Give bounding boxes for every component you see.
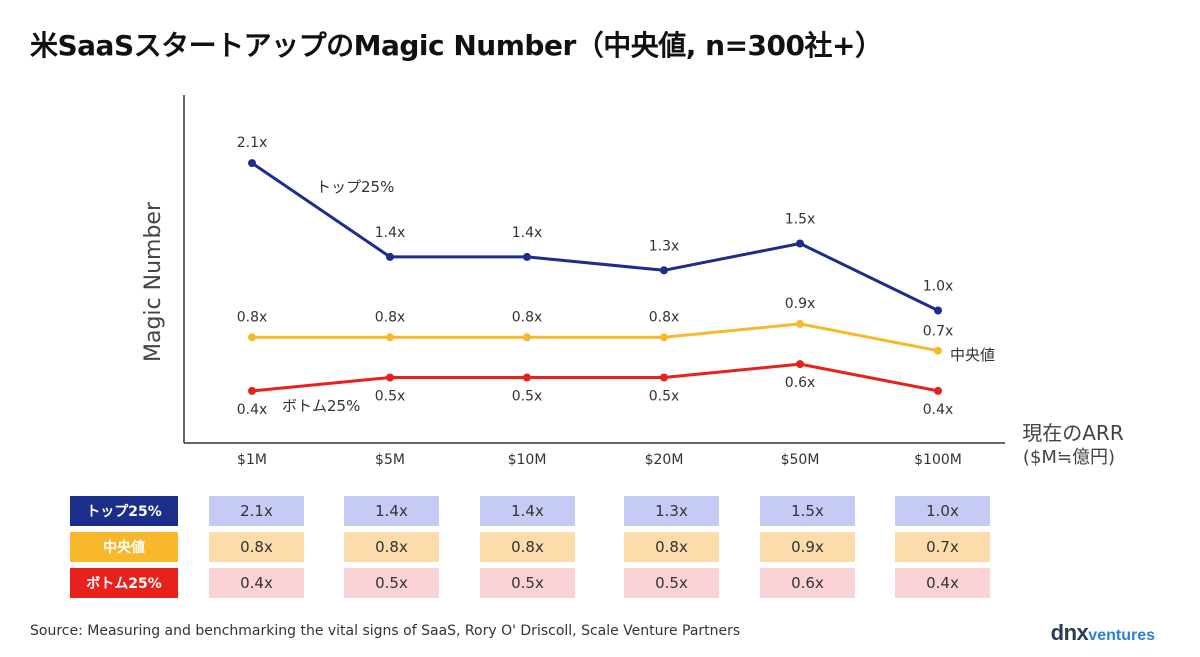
data-point: [934, 386, 942, 395]
table-cell: 0.4x: [895, 568, 990, 598]
data-point: [796, 360, 804, 369]
data-point: [934, 306, 942, 315]
data-label: 0.8x: [649, 309, 680, 325]
logo-sub: ventures: [1088, 627, 1155, 644]
table-cell: 0.4x: [209, 568, 304, 598]
logo-main: dnx: [1050, 620, 1089, 645]
table-cell: 0.8x: [480, 532, 575, 562]
table-cell: 1.4x: [480, 496, 575, 526]
data-point: [796, 319, 804, 328]
logo: dnxventures: [1051, 620, 1155, 646]
table-cell: 0.6x: [760, 568, 855, 598]
x-tick-label: $5M: [375, 452, 405, 468]
y-axis-label: Magic Number: [141, 201, 166, 362]
table-row-label: 中央値: [70, 532, 178, 562]
x-tick-label: $100M: [914, 452, 962, 468]
data-point: [248, 159, 256, 168]
table-cell: 2.1x: [209, 496, 304, 526]
data-label: 0.5x: [512, 389, 543, 405]
data-label: 0.4x: [237, 402, 268, 418]
data-point: [660, 266, 668, 275]
data-label: 0.9x: [785, 296, 816, 312]
data-label: 1.5x: [785, 212, 816, 228]
table-cell: 1.5x: [760, 496, 855, 526]
data-label: 0.8x: [375, 309, 406, 325]
x-tick-label: $50M: [781, 452, 820, 468]
data-point: [523, 333, 531, 342]
table-cell: 0.8x: [209, 532, 304, 562]
data-point: [386, 333, 394, 342]
data-point: [248, 386, 256, 395]
data-label: 0.8x: [237, 309, 268, 325]
table-cell: 0.9x: [760, 532, 855, 562]
series-name-median: 中央値: [950, 346, 995, 364]
data-label: 1.4x: [375, 225, 406, 241]
data-point: [386, 252, 394, 261]
data-point: [660, 333, 668, 342]
series-line-0: [251, 161, 939, 312]
data-label: 1.4x: [512, 225, 543, 241]
series-line-2: [251, 362, 939, 393]
data-point: [523, 373, 531, 382]
x-tick-label: $1M: [237, 452, 267, 468]
data-point: [386, 373, 394, 382]
x-tick-label: $10M: [508, 452, 547, 468]
series-line-1: [252, 322, 939, 353]
table-cell: 0.5x: [624, 568, 719, 598]
data-label: 0.6x: [785, 375, 816, 391]
source-note: Source: Measuring and benchmarking the v…: [30, 623, 741, 639]
data-point: [523, 252, 531, 261]
data-label: 1.0x: [923, 279, 954, 295]
data-label: 0.5x: [649, 389, 680, 405]
data-point: [934, 346, 942, 355]
data-label: 0.8x: [512, 309, 543, 325]
table-cell: 0.5x: [344, 568, 439, 598]
table-cell: 1.3x: [624, 496, 719, 526]
data-point: [660, 373, 668, 382]
data-label: 0.4x: [923, 402, 954, 418]
data-label: 0.5x: [375, 389, 406, 405]
data-label: 1.3x: [649, 238, 680, 254]
data-point: [796, 239, 804, 248]
x-axis-label-unit: ($M≒億円): [1023, 447, 1115, 468]
table-cell: 1.4x: [344, 496, 439, 526]
series-name-top: トップ25%: [316, 178, 394, 196]
x-tick-label: $20M: [645, 452, 684, 468]
table-row-label: トップ25%: [70, 496, 178, 526]
table-cell: 0.8x: [624, 532, 719, 562]
line-chart: Magic Number 現在のARR($M≒億円) $1M $5M $10M $20M $…: [141, 95, 1124, 468]
series-name-bottom: ボトム25%: [282, 397, 360, 415]
table-row-label: ボトム25%: [70, 568, 178, 598]
data-label: 0.7x: [923, 324, 954, 340]
data-label: 2.1x: [237, 135, 268, 151]
table-cell: 0.5x: [480, 568, 575, 598]
table-cell: 0.8x: [344, 532, 439, 562]
page-title: 米SaaSスタートアップのMagic Number（中央値, n=300社+）: [30, 29, 883, 62]
table-cell: 0.7x: [895, 532, 990, 562]
x-axis-label: 現在のARR: [1022, 421, 1124, 445]
data-point: [248, 333, 256, 342]
table-cell: 1.0x: [895, 496, 990, 526]
